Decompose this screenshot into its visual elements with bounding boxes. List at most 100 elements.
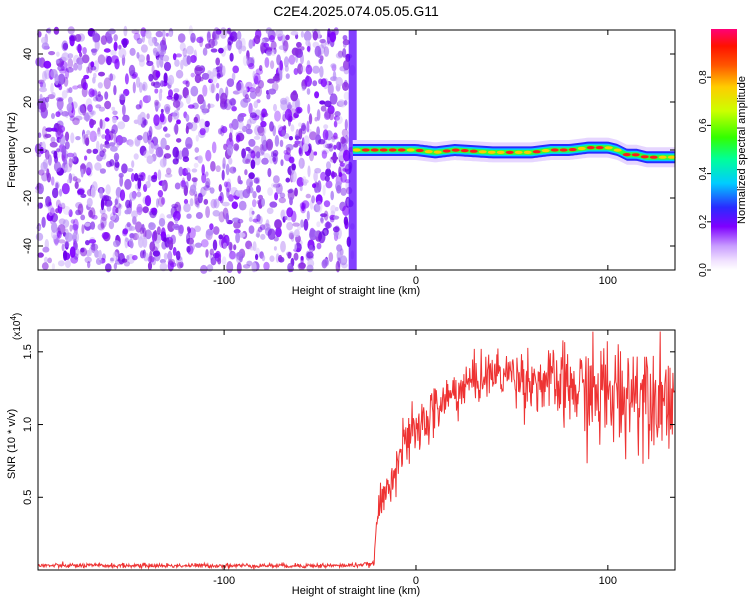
noise-blob — [294, 243, 297, 251]
noise-blob — [174, 59, 180, 67]
noise-blob — [193, 116, 198, 123]
spectrogram-x-ticks: -100 0 100 — [213, 30, 617, 287]
noise-blob — [174, 123, 179, 135]
noise-blob — [112, 251, 119, 261]
noise-blob — [169, 262, 177, 268]
noise-blob — [104, 91, 109, 100]
noise-blob — [312, 30, 318, 41]
noise-blob — [185, 94, 191, 105]
noise-blob — [246, 178, 254, 188]
noise-blob — [248, 138, 256, 147]
noise-blob — [161, 197, 166, 205]
noise-blob — [236, 30, 242, 40]
noise-blob — [336, 185, 342, 194]
noise-blob — [100, 198, 105, 211]
track-core-mark — [604, 146, 613, 150]
noise-blob — [56, 148, 61, 153]
colorbar-tick-label: 0.2 — [698, 214, 709, 228]
noise-blob — [342, 167, 349, 172]
noise-blob — [97, 54, 106, 65]
noise-blob — [114, 198, 119, 205]
noise-blob — [189, 184, 197, 194]
noise-blob — [190, 85, 199, 97]
noise-blob — [275, 29, 284, 37]
noise-blob — [53, 161, 62, 173]
noise-blob — [333, 215, 339, 220]
noise-blob — [267, 187, 273, 196]
colorbar-tick-label: 0.6 — [698, 118, 709, 132]
noise-blob — [228, 123, 233, 129]
noise-blob — [96, 131, 102, 137]
track-core-mark — [559, 148, 568, 152]
noise-blob — [210, 257, 217, 266]
noise-blob — [294, 229, 300, 238]
noise-blob — [332, 226, 340, 233]
noise-blob — [46, 28, 51, 34]
noise-blob — [160, 80, 165, 87]
noise-blob — [289, 197, 293, 206]
noise-blob — [273, 236, 279, 242]
noise-blob — [130, 172, 135, 182]
noise-blob — [324, 175, 330, 182]
noise-blob — [124, 73, 129, 85]
noise-blob — [166, 95, 173, 100]
spectrogram-x-tick-label: 100 — [599, 275, 617, 287]
noise-blob — [339, 162, 346, 167]
noise-blob — [201, 72, 210, 80]
noise-blob — [305, 193, 311, 199]
noise-blob — [253, 34, 261, 45]
noise-blob — [64, 259, 71, 269]
noise-blob — [75, 136, 81, 141]
colorbar-scale — [711, 29, 737, 270]
noise-blob — [232, 65, 239, 74]
noise-blob — [226, 187, 230, 199]
noise-blob — [286, 221, 293, 231]
noise-blob — [252, 218, 259, 223]
track-core-mark — [541, 149, 550, 153]
noise-blob — [330, 190, 335, 201]
noise-blob — [41, 36, 47, 45]
noise-blob — [300, 46, 305, 51]
colorbar: 0.0 0.2 0.4 0.6 0.8 Normalized spectral ampl… — [698, 29, 748, 277]
noise-blob — [308, 113, 313, 125]
noise-blob — [182, 80, 189, 85]
noise-blob — [135, 104, 142, 110]
noise-blob — [161, 180, 166, 191]
noise-blob — [201, 187, 207, 196]
noise-blob — [123, 25, 128, 37]
noise-blob — [314, 45, 322, 57]
noise-blob — [168, 240, 174, 251]
noise-blob — [249, 90, 257, 100]
noise-blob — [97, 82, 103, 89]
noise-blob — [168, 31, 173, 38]
noise-blob — [165, 32, 169, 37]
noise-blob — [146, 54, 150, 63]
noise-blob — [159, 259, 166, 264]
noise-blob — [59, 188, 63, 197]
noise-blob — [209, 248, 214, 256]
noise-blob — [231, 106, 237, 112]
spectrogram-x-label: Height of straight line (km) — [292, 285, 420, 297]
noise-blob — [335, 52, 344, 59]
noise-blob — [110, 49, 117, 56]
noise-blob — [252, 241, 257, 252]
snr-y-tick-label: 1.5 — [22, 344, 34, 359]
noise-blob — [166, 167, 172, 175]
noise-blob — [58, 202, 65, 208]
noise-blob — [309, 131, 317, 141]
noise-blob — [271, 182, 279, 189]
noise-blob — [48, 205, 55, 217]
noise-blob — [128, 139, 134, 147]
spectrogram-panel: -100 0 100 -40 -20 0 20 40 Height of straight … — [6, 25, 676, 297]
noise-blob — [293, 68, 299, 75]
noise-blob — [255, 253, 259, 261]
noise-blob — [139, 145, 147, 156]
noise-blob — [206, 264, 214, 272]
noise-blob — [242, 97, 251, 103]
noise-blob — [72, 231, 80, 244]
noise-blob — [288, 54, 296, 65]
noise-blob — [226, 261, 234, 273]
noise-blob — [244, 93, 249, 100]
noise-blob — [185, 137, 193, 149]
noise-blob — [183, 198, 189, 205]
